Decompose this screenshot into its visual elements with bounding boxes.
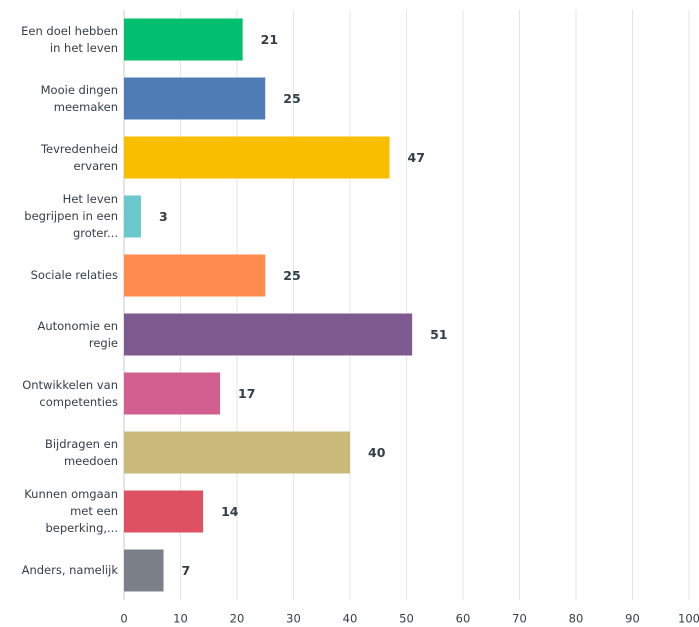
x-tick-label: 40 (343, 612, 358, 626)
x-tick-label: 80 (569, 612, 584, 626)
x-tick-label: 30 (286, 612, 301, 626)
data-label: 25 (283, 91, 300, 106)
category-label: Mooie dingen meemaken (40, 82, 118, 114)
category-label: Sociale relaties (30, 268, 118, 282)
category-label: Kunnen omgaan met een beperking,... (24, 487, 118, 535)
x-tick-label: 50 (399, 612, 414, 626)
bar (124, 77, 266, 120)
category-label: Autonomie en regie (37, 318, 118, 350)
data-label: 47 (408, 150, 425, 165)
bar (124, 372, 221, 415)
data-label: 21 (261, 32, 278, 47)
bar (124, 18, 243, 61)
x-tick-label: 10 (173, 612, 188, 626)
category-label: Tevredenheid ervaren (40, 141, 118, 173)
data-label: 25 (283, 268, 300, 283)
bar (124, 313, 413, 356)
category-label: Een doel hebben in het leven (21, 23, 118, 55)
x-tick-label: 100 (678, 612, 699, 626)
x-tick-label: 70 (512, 612, 527, 626)
bar (124, 431, 350, 474)
category-label: Bijdragen en meedoen (44, 436, 118, 468)
bar (124, 490, 204, 533)
category-label: Het leven begrijpen in een groter... (24, 192, 118, 240)
bar (124, 195, 141, 238)
category-label: Ontwikkelen van competenties (22, 377, 118, 409)
x-tick-label: 60 (456, 612, 471, 626)
x-tick-label: 0 (120, 612, 127, 626)
data-label: 51 (430, 327, 447, 342)
data-label: 7 (182, 563, 191, 578)
bar (124, 254, 266, 297)
data-label: 3 (159, 209, 168, 224)
bar (124, 549, 164, 592)
bar (124, 136, 390, 179)
data-label: 14 (221, 504, 239, 519)
data-label: 17 (238, 386, 255, 401)
category-label: Anders, namelijk (21, 563, 118, 577)
x-tick-label: 90 (625, 612, 640, 626)
x-tick-label: 20 (230, 612, 245, 626)
data-label: 40 (368, 445, 386, 460)
